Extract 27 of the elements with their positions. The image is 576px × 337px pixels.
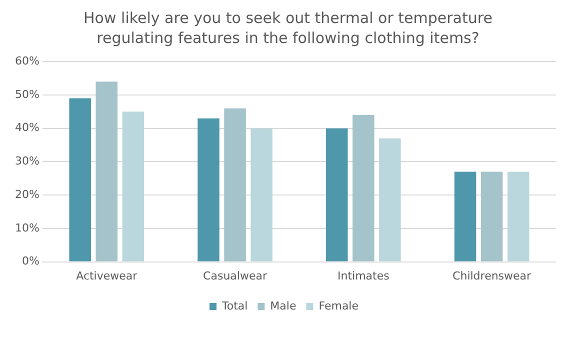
bar	[454, 172, 476, 262]
chart-title: How likely are you to seek out thermal or temperature regulating features in the following clothing items?	[82, 8, 494, 48]
legend-label: Total	[220, 299, 248, 312]
x-tick-label: Casualwear	[203, 269, 268, 282]
y-tick-label: 50%	[14, 88, 40, 101]
bar	[507, 172, 530, 262]
y-tick-label: 20%	[14, 188, 40, 201]
y-tick-label: 0%	[22, 254, 40, 268]
bar	[480, 172, 503, 262]
bar	[96, 82, 118, 262]
y-tick-label: 40%	[14, 121, 40, 134]
x-tick-label: Childrenswear	[452, 269, 532, 282]
bar	[198, 118, 220, 262]
bar	[352, 114, 374, 262]
bar	[69, 98, 91, 262]
y-tick-label: 60%	[14, 54, 40, 68]
bar	[326, 128, 348, 262]
x-tick-label: Intimates	[337, 269, 390, 282]
bar	[122, 112, 144, 262]
bar	[379, 138, 401, 262]
legend-label: Female	[318, 299, 359, 312]
x-tick-label: Activewear	[76, 269, 138, 282]
bar	[224, 108, 246, 262]
y-tick-label: 30%	[14, 154, 40, 168]
y-tick-label: 10%	[14, 221, 40, 234]
legend-label: Male	[270, 299, 296, 312]
bar	[250, 128, 272, 262]
